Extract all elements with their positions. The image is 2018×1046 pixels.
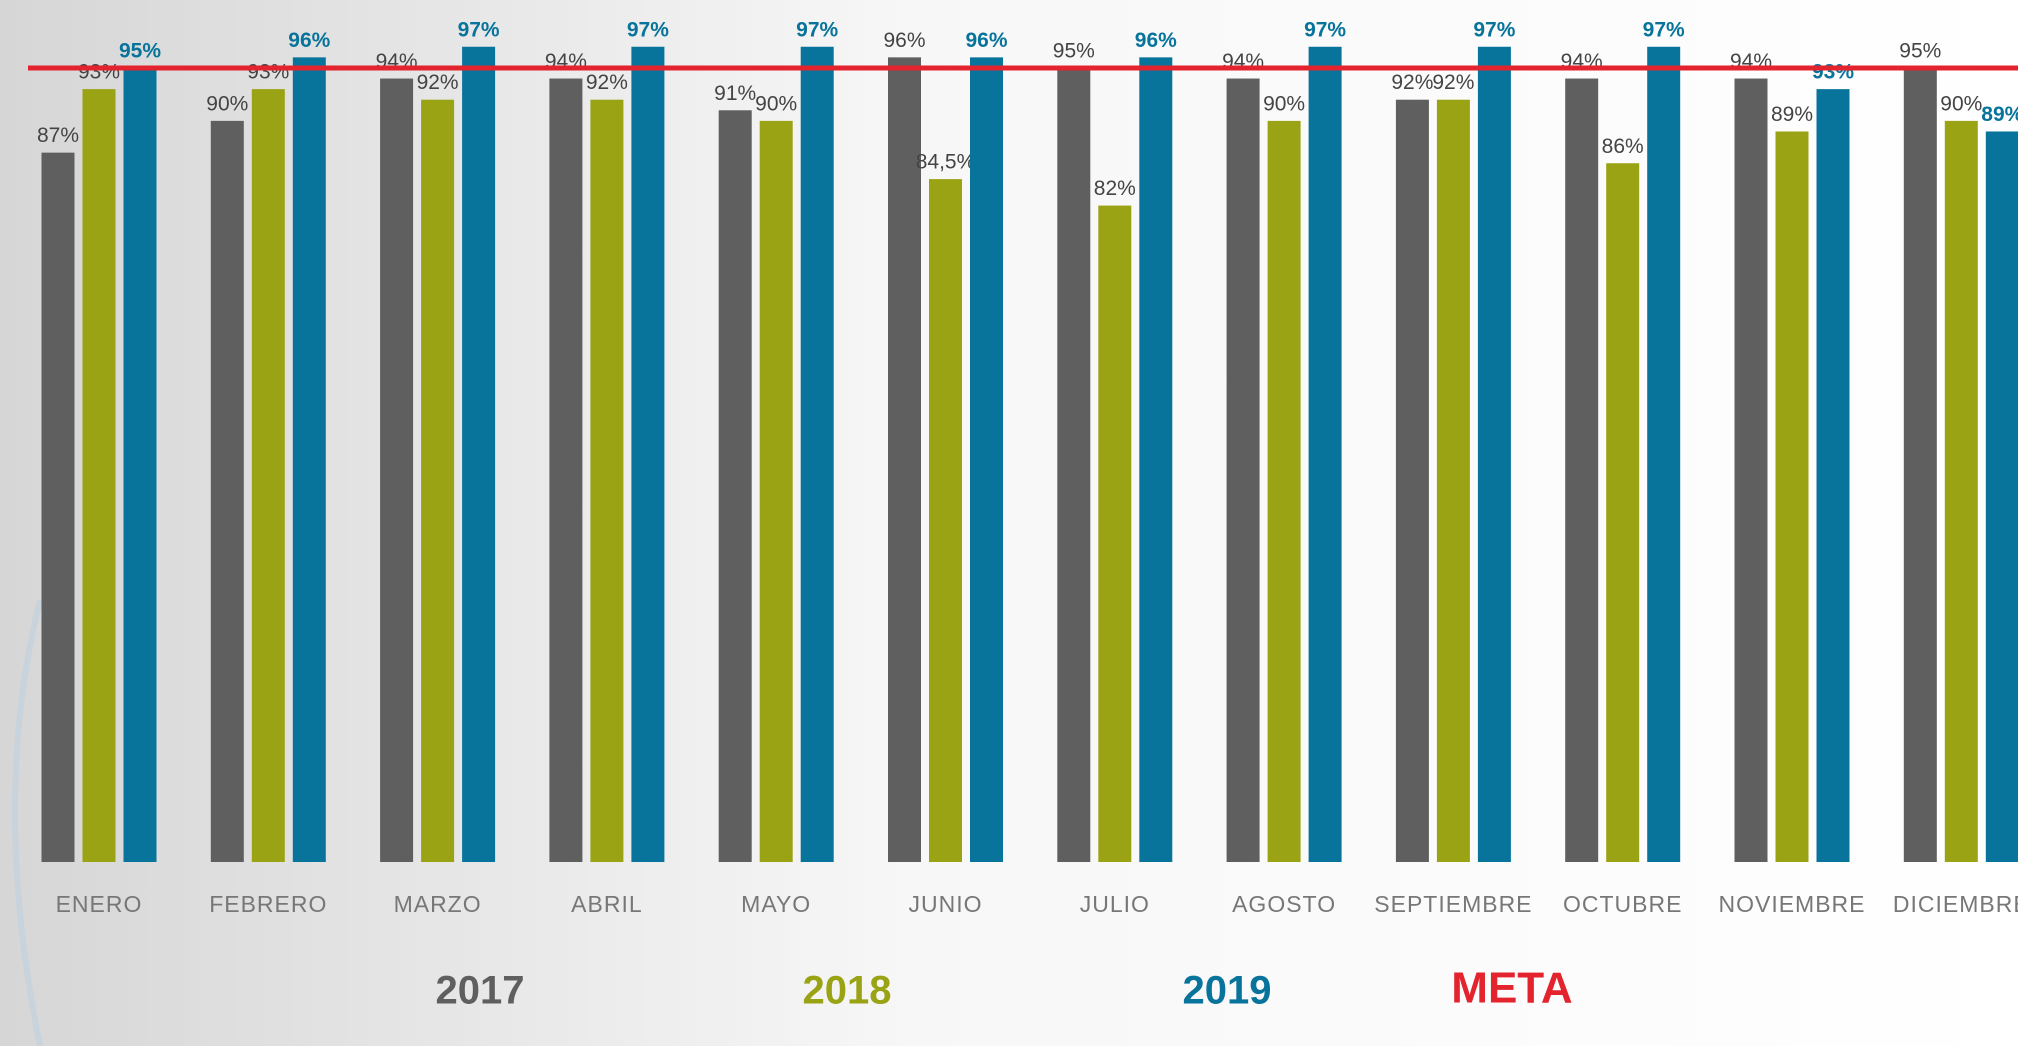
- x-tick-label: SEPTIEMBRE: [1374, 891, 1532, 917]
- value-label: 93%: [78, 61, 120, 84]
- value-label: 96%: [965, 29, 1007, 52]
- bar: [82, 89, 116, 863]
- legend-entry: 2018: [803, 969, 892, 1013]
- value-label: 87%: [37, 124, 79, 147]
- value-label: 96%: [883, 29, 925, 52]
- value-label: 97%: [796, 18, 838, 41]
- bar: [123, 67, 157, 862]
- value-label: 92%: [586, 71, 628, 94]
- value-label: 96%: [1135, 29, 1177, 52]
- bar: [718, 110, 752, 863]
- bar: [1903, 67, 1937, 862]
- bar: [421, 99, 455, 862]
- x-tick-label: AGOSTO: [1232, 891, 1336, 917]
- x-tick-label: JULIO: [1080, 891, 1150, 917]
- value-label: 82%: [1094, 177, 1136, 200]
- x-tick-label: FEBRERO: [209, 891, 327, 917]
- value-label: 97%: [627, 18, 669, 41]
- value-label: 92%: [1432, 71, 1474, 94]
- value-label: 97%: [1643, 18, 1685, 41]
- value-label: 89%: [1771, 103, 1813, 126]
- x-tick-label: ENERO: [56, 891, 143, 917]
- x-tick-label: OCTUBRE: [1563, 891, 1682, 917]
- value-label: 95%: [119, 39, 161, 62]
- bar: [1139, 57, 1173, 863]
- bar: [1436, 99, 1470, 862]
- value-label: 97%: [1304, 18, 1346, 41]
- value-label: 90%: [1940, 92, 1982, 115]
- bar: [549, 78, 583, 862]
- legend-entry: 2019: [1183, 969, 1272, 1013]
- value-label: 93%: [1812, 61, 1854, 84]
- bar: [1816, 89, 1850, 863]
- bar: [292, 57, 326, 863]
- legend-entry: META: [1451, 964, 1572, 1013]
- value-label: 86%: [1602, 135, 1644, 158]
- value-label: 95%: [1899, 39, 1941, 62]
- x-tick-label: MAYO: [741, 891, 811, 917]
- value-label: 92%: [1391, 71, 1433, 94]
- bar: [759, 120, 793, 862]
- value-label: 91%: [714, 82, 756, 105]
- bar: [1057, 67, 1091, 862]
- bar: [1565, 78, 1599, 862]
- x-tick-label: DICIEMBRE: [1893, 891, 2018, 917]
- bar: [800, 46, 834, 862]
- x-tick-label: ABRIL: [571, 891, 642, 917]
- bar: [210, 120, 244, 862]
- value-label: 97%: [458, 18, 500, 41]
- value-label: 92%: [417, 71, 459, 94]
- bar: [929, 179, 962, 862]
- x-tick-label: MARZO: [394, 891, 482, 917]
- decor-arc: [12, 599, 43, 1046]
- bar: [251, 89, 285, 863]
- bar: [1267, 120, 1301, 862]
- bar: [1308, 46, 1342, 862]
- x-tick-label: JUNIO: [909, 891, 983, 917]
- bar: [462, 46, 496, 862]
- bar: [41, 152, 75, 862]
- bar: [631, 46, 665, 862]
- bar: [1985, 131, 2018, 862]
- bar: [888, 57, 921, 863]
- bar: [1395, 99, 1429, 862]
- value-label: 90%: [206, 92, 248, 115]
- value-label: 95%: [1053, 39, 1095, 62]
- bar: [1477, 46, 1511, 862]
- bar: [1734, 78, 1768, 862]
- bar: [1647, 46, 1681, 862]
- value-label: 97%: [1473, 18, 1515, 41]
- bar: [970, 57, 1003, 863]
- bar: [1098, 205, 1132, 862]
- x-tick-label: NOVIEMBRE: [1718, 891, 1865, 917]
- value-label: 90%: [1263, 92, 1305, 115]
- bar: [1775, 131, 1809, 862]
- value-label: 84,5%: [916, 151, 976, 174]
- value-label: 90%: [755, 92, 797, 115]
- value-label: 96%: [288, 29, 330, 52]
- bar: [380, 78, 414, 862]
- value-label: 93%: [247, 61, 289, 84]
- legend-entry: 2017: [436, 969, 525, 1013]
- bar: [1606, 163, 1640, 863]
- bar: [1944, 120, 1978, 862]
- bar: [590, 99, 624, 862]
- value-label: 89%: [1981, 103, 2018, 126]
- bar: [1226, 78, 1260, 862]
